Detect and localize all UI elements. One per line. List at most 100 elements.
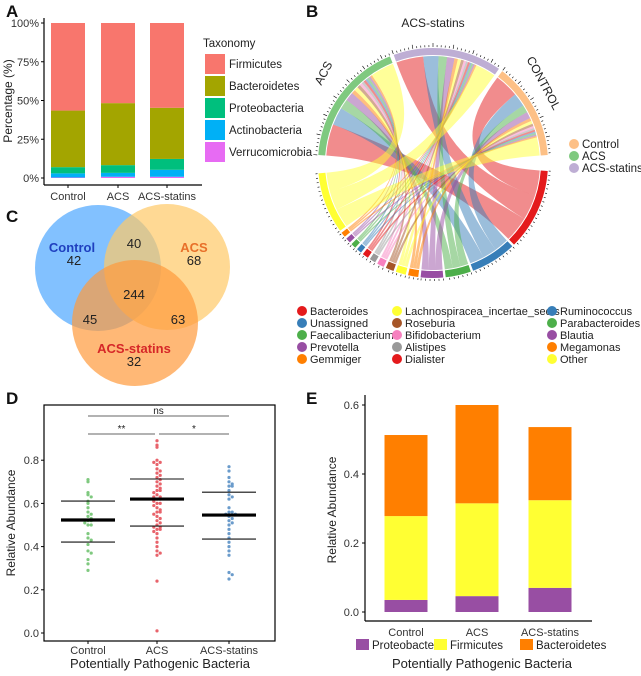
d-point-acs	[158, 501, 162, 505]
e-legend: Proteobacteria Firmicutes Bacteroidetes	[356, 639, 607, 652]
b-tick-mark	[324, 207, 327, 210]
b-genus-legend-dot-other	[547, 354, 557, 364]
b-tick-mark	[392, 271, 394, 274]
b-tick-mark	[350, 77, 353, 80]
b-tick-mark	[342, 86, 345, 89]
b-chord-other-acs-statins	[329, 65, 495, 210]
e-y-ticks: 0.0 0.2 0.4 0.6	[344, 400, 365, 619]
d-y-tick-label: 0.6	[24, 498, 39, 510]
a-legend-title: Taxonomy	[203, 38, 256, 50]
d-point-control	[89, 538, 93, 542]
b-sector-control	[497, 71, 548, 156]
b-tick-mark	[516, 242, 519, 245]
b-tick-mark	[532, 101, 535, 104]
d-point-control	[89, 551, 93, 555]
d-point-control	[86, 523, 90, 527]
b-genus-legend-label-bifidobacterium: Bifidobacterium	[405, 330, 481, 342]
d-y-axis-title: Relative Abundance	[4, 469, 18, 576]
b-tick-mark	[543, 197, 546, 199]
b-sector-lachnospiracea-incertae-sedis	[395, 265, 408, 275]
b-tick-mark	[452, 44, 455, 49]
d-x-tick-label: ACS-statins	[200, 645, 259, 657]
b-tick-mark	[530, 97, 534, 101]
b-tick-mark	[369, 260, 372, 263]
b-genus-legend-dot-gemmiger	[297, 354, 307, 364]
d-point-acs-statins	[227, 532, 231, 536]
b-tick-mark	[495, 260, 497, 263]
venn-circle-acs-statins	[72, 260, 198, 386]
venn-count-all: 244	[123, 287, 145, 302]
b-genus-legend-label-prevotella: Prevotella	[310, 342, 360, 354]
b-tick-mark	[464, 49, 466, 52]
d-point-acs	[155, 501, 159, 505]
b-tick-mark	[479, 269, 481, 272]
b-tick-mark	[380, 55, 383, 59]
b-tick-mark	[527, 95, 530, 97]
e-y-tick-label: 0.0	[344, 607, 359, 619]
d-point-acs-statins	[227, 475, 231, 480]
d-point-acs-statins	[227, 570, 231, 575]
d-point-control	[86, 549, 90, 553]
e-bar-proteobacteria-acs-statins	[528, 587, 572, 612]
panel-label-e: E	[306, 389, 317, 408]
e-y-tick-label: 0.4	[344, 469, 359, 481]
b-genus-legend-label-bacteroides: Bacteroides	[310, 306, 369, 318]
b-tick-mark	[511, 76, 514, 79]
d-point-acs	[155, 519, 159, 523]
panel-c-venn-diagram: Control 42 ACS 68 ACS-statins 32 40 244 …	[35, 204, 230, 386]
b-tick-mark	[328, 107, 331, 109]
a-legend-label-bacteroidetes: Bacteroidetes	[229, 81, 300, 93]
d-point-acs	[152, 529, 156, 534]
d-points	[83, 439, 237, 633]
b-tick-mark	[326, 111, 329, 113]
d-point-control	[86, 542, 90, 547]
b-tick-mark	[353, 75, 356, 77]
d-point-acs	[155, 480, 159, 484]
b-tick-mark	[321, 199, 324, 201]
d-point-control	[86, 562, 90, 566]
venn-count-acs-statins-only: 32	[127, 354, 141, 369]
b-tick-mark	[519, 239, 522, 242]
d-point-acs-statins	[227, 493, 231, 497]
b-genus-legend: BacteroidesUnassignedFaecalibacteriumPre…	[297, 306, 641, 366]
d-point-acs-statins	[227, 484, 231, 488]
e-bar-bacteroidetes-acs-statins	[528, 427, 572, 501]
b-tick-mark	[470, 272, 473, 275]
b-genus-legend-label-blautia: Blautia	[560, 330, 595, 342]
e-y-tick-label: 0.6	[344, 400, 359, 412]
b-chord-megamonas-acs	[352, 90, 418, 269]
b-tick-mark	[534, 105, 537, 108]
e-bar-firmicutes-control	[384, 516, 428, 600]
d-point-acs	[158, 473, 162, 477]
b-group-legend-dot-acs-statins	[569, 163, 579, 173]
b-tick-mark	[476, 53, 478, 56]
b-tick-mark	[358, 253, 361, 256]
b-tick-mark	[542, 124, 545, 126]
d-point-acs-statins	[230, 521, 234, 525]
a-legend-swatch-firmicutes	[205, 54, 225, 74]
d-point-acs-statins	[227, 577, 231, 581]
b-tick-mark	[494, 62, 496, 65]
d-point-acs	[158, 527, 162, 531]
d-point-control	[89, 495, 93, 499]
b-chord-unassigned-control	[468, 94, 524, 250]
d-point-control	[86, 514, 90, 518]
b-chord-roseburia-acs-statins	[391, 59, 464, 263]
d-point-acs-statins	[227, 465, 231, 469]
b-tick-mark	[508, 73, 511, 76]
b-sector-dialister	[362, 248, 372, 258]
d-point-acs	[158, 482, 162, 486]
panel-d-dot-plot: 0.00.20.40.60.8 ns** * Control ACS ACS-stat…	[4, 404, 276, 671]
d-point-acs	[158, 521, 162, 525]
a-bar-bacteroidetes-acs-statins	[150, 107, 184, 159]
e-x-tick-labels: Control ACS ACS-statins	[388, 627, 579, 639]
b-tick-mark	[349, 245, 352, 247]
d-x-axis-title: Potentially Pathogenic Bacteria	[70, 656, 251, 671]
b-tick-mark	[334, 227, 337, 230]
d-point-acs	[158, 488, 162, 493]
b-tick-mark	[388, 53, 390, 56]
a-legend: Firmicutes Bacteroidetes Proteobacteria Act…	[205, 54, 313, 162]
b-tick-mark	[537, 213, 540, 215]
b-tick-mark	[344, 239, 347, 242]
